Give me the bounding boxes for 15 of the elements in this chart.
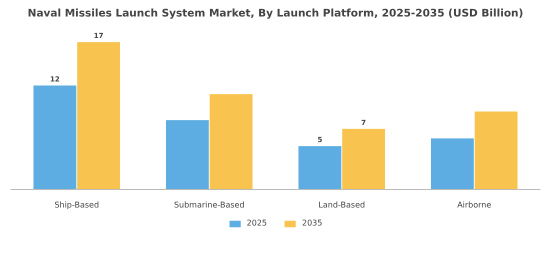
legend-label: 2025 <box>246 218 267 228</box>
bar <box>33 86 76 190</box>
legend-label: 2035 <box>302 218 322 228</box>
x-tick-label: Airborne <box>457 200 492 210</box>
x-tick-label: Land-Based <box>318 200 366 210</box>
bar <box>298 146 342 190</box>
bar <box>166 120 209 190</box>
bar <box>342 128 386 190</box>
x-tick-label: Ship-Based <box>54 200 100 210</box>
x-tick-label: Submarine-Based <box>174 200 245 210</box>
bar <box>474 112 518 190</box>
chart-title: Naval Missiles Launch System Market, By Launch Platform, 2025-2035 (USD Billion) <box>28 8 524 20</box>
bar <box>210 94 253 190</box>
bar <box>430 138 474 190</box>
bar <box>77 42 120 190</box>
